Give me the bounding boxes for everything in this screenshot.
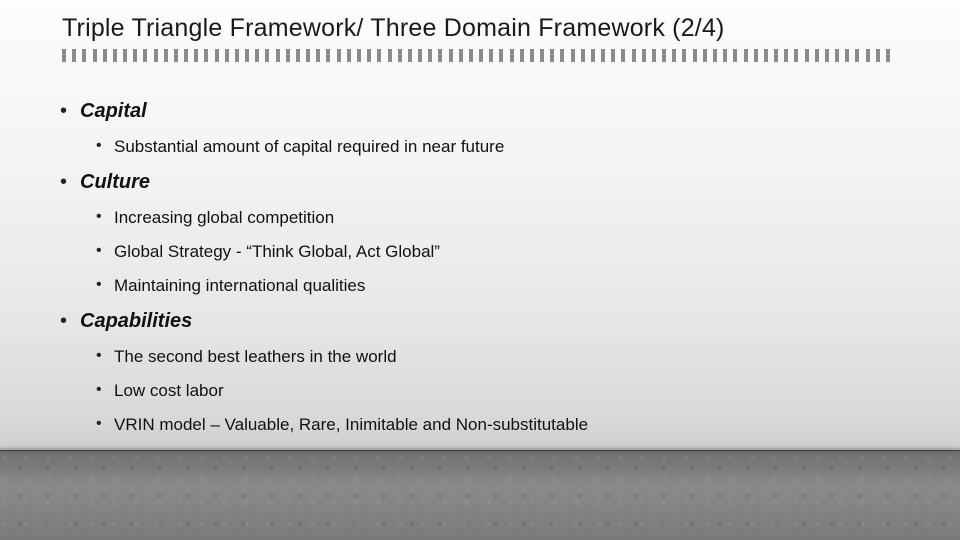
bullet-capital: Capital: [58, 100, 900, 123]
slide-body: Capital Substantial amount of capital re…: [58, 100, 900, 449]
bullet-capabilities-sub-0: The second best leathers in the world: [58, 347, 900, 367]
bullet-capabilities-sub-1: Low cost labor: [58, 381, 900, 401]
bullet-capabilities-sub-2: VRIN model – Valuable, Rare, Inimitable …: [58, 415, 900, 435]
title-divider-ticks: [62, 49, 890, 63]
slide-title: Triple Triangle Framework/ Three Domain …: [62, 14, 920, 43]
bullet-capital-sub-0: Substantial amount of capital required i…: [58, 137, 900, 157]
bullet-culture-sub-2: Maintaining international qualities: [58, 276, 900, 296]
bullet-culture: Culture: [58, 171, 900, 194]
slide: Triple Triangle Framework/ Three Domain …: [0, 0, 960, 540]
floor-texture: [0, 450, 960, 540]
bullet-culture-sub-0: Increasing global competition: [58, 208, 900, 228]
bullet-capabilities: Capabilities: [58, 310, 900, 333]
bullet-label: Capabilities: [80, 310, 192, 332]
bullet-culture-sub-1: Global Strategy - “Think Global, Act Glo…: [58, 242, 900, 262]
bullet-label: Capital: [80, 100, 147, 122]
bullet-label: Culture: [80, 171, 150, 193]
